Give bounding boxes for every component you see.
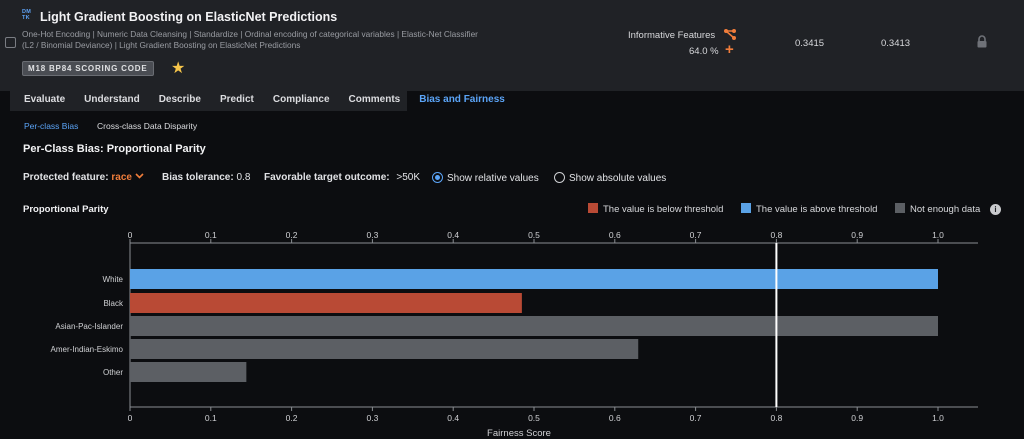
top-tick-label: 0.2 bbox=[286, 230, 298, 240]
scoring-code-badge: M18 BP84 SCORING CODE bbox=[22, 61, 154, 76]
bottom-tick-label: 1.0 bbox=[932, 413, 944, 423]
protected-feature-value: race bbox=[111, 172, 132, 183]
radio-relative-label: Show relative values bbox=[447, 173, 539, 184]
tab-predict[interactable]: Predict bbox=[219, 94, 254, 105]
category-label: White bbox=[103, 275, 124, 284]
legend-label-below: The value is below threshold bbox=[603, 204, 724, 215]
validation-score: 0.3415 bbox=[795, 38, 825, 49]
top-tick-label: 0.8 bbox=[770, 230, 782, 240]
model-header: DM TK Light Gradient Boosting on ElasticN… bbox=[0, 0, 1024, 91]
bottom-tick-label: 0.5 bbox=[528, 413, 540, 423]
legend-swatch-below bbox=[588, 203, 598, 213]
favorable-outcome-value: >50K bbox=[396, 172, 421, 183]
tab-compliance[interactable]: Compliance bbox=[272, 94, 330, 105]
cross-validation-score: 0.3413 bbox=[881, 38, 911, 49]
bias-tolerance-value[interactable]: 0.8 bbox=[236, 172, 251, 183]
section-title: Per-Class Bias: Proportional Parity bbox=[23, 143, 206, 155]
radio-selected-icon[interactable] bbox=[432, 172, 443, 183]
radio-absolute-values[interactable]: Show absolute values bbox=[554, 172, 666, 184]
bottom-tick-label: 0.9 bbox=[851, 413, 863, 423]
protected-feature-label: Protected feature: bbox=[23, 172, 109, 183]
x-axis-label: Fairness Score bbox=[487, 428, 551, 439]
favorable-outcome-label: Favorable target outcome: bbox=[264, 172, 390, 183]
bottom-tick-label: 0.8 bbox=[770, 413, 782, 423]
bottom-tick-label: 0.4 bbox=[447, 413, 459, 423]
radio-absolute-label: Show absolute values bbox=[569, 173, 667, 184]
model-select-checkbox[interactable] bbox=[5, 37, 16, 48]
legend-below-threshold: The value is below threshold bbox=[588, 203, 723, 215]
info-icon[interactable]: i bbox=[990, 204, 1001, 215]
plus-icon[interactable]: + bbox=[725, 41, 734, 58]
tab-bias-and-fairness[interactable]: Bias and Fairness bbox=[407, 91, 512, 111]
category-label: Amer-Indian-Eskimo bbox=[51, 345, 124, 354]
bias-tolerance-label: Bias tolerance: bbox=[162, 172, 234, 183]
top-tick-label: 0.6 bbox=[609, 230, 621, 240]
bottom-tick-label: 0.1 bbox=[205, 413, 217, 423]
bar-other bbox=[130, 362, 247, 382]
top-tick-label: 1.0 bbox=[932, 230, 944, 240]
protected-feature-dropdown[interactable]: race bbox=[111, 172, 144, 183]
top-tick-label: 0.5 bbox=[528, 230, 540, 240]
insight-tabs: Evaluate Understand Describe Predict Com… bbox=[10, 91, 512, 111]
top-tick-label: 0 bbox=[128, 230, 133, 240]
legend-label-not-enough: Not enough data bbox=[910, 204, 981, 215]
category-label: Black bbox=[103, 299, 124, 308]
legend-label-above: The value is above threshold bbox=[756, 204, 878, 215]
star-icon[interactable]: ★ bbox=[171, 60, 186, 77]
tab-comments[interactable]: Comments bbox=[348, 94, 401, 105]
subtab-per-class-bias[interactable]: Per-class Bias bbox=[24, 121, 79, 131]
legend-swatch-not-enough bbox=[895, 203, 905, 213]
subtab-cross-class-disparity[interactable]: Cross-class Data Disparity bbox=[97, 121, 198, 131]
bar-asian-pac-islander bbox=[130, 316, 938, 336]
tab-understand[interactable]: Understand bbox=[84, 94, 140, 105]
bottom-tick-label: 0 bbox=[128, 413, 133, 423]
top-tick-label: 0.1 bbox=[205, 230, 217, 240]
legend-above-threshold: The value is above threshold bbox=[741, 203, 877, 215]
bottom-tick-label: 0.2 bbox=[286, 413, 298, 423]
top-tick-label: 0.9 bbox=[851, 230, 863, 240]
top-tick-label: 0.3 bbox=[366, 230, 378, 240]
model-blueprint-description: One-Hot Encoding | Numeric Data Cleansin… bbox=[22, 29, 478, 50]
tab-evaluate[interactable]: Evaluate bbox=[24, 94, 66, 105]
tab-describe[interactable]: Describe bbox=[158, 94, 201, 105]
radio-relative-values[interactable]: Show relative values bbox=[432, 172, 539, 184]
chevron-down-icon bbox=[135, 173, 144, 179]
bar-amer-indian-eskimo bbox=[130, 339, 639, 359]
feature-list-name: Informative Features bbox=[628, 30, 716, 41]
legend-not-enough-data: Not enough data bbox=[895, 203, 980, 215]
chart-title: Proportional Parity bbox=[23, 204, 109, 215]
legend-swatch-above bbox=[741, 203, 751, 213]
bottom-tick-label: 0.3 bbox=[366, 413, 378, 423]
top-tick-label: 0.4 bbox=[447, 230, 459, 240]
feature-list-icon[interactable] bbox=[723, 28, 737, 41]
category-label: Other bbox=[103, 368, 123, 377]
category-label: Asian-Pac-Islander bbox=[55, 322, 123, 331]
model-type-badge: DM TK bbox=[22, 9, 32, 21]
sample-size: 64.0 % bbox=[689, 46, 719, 57]
radio-unselected-icon[interactable] bbox=[554, 172, 565, 183]
top-tick-label: 0.7 bbox=[690, 230, 702, 240]
bottom-tick-label: 0.6 bbox=[609, 413, 621, 423]
bar-black bbox=[130, 293, 522, 313]
bar-white bbox=[130, 269, 938, 289]
model-title[interactable]: Light Gradient Boosting on ElasticNet Pr… bbox=[40, 10, 338, 24]
lock-icon bbox=[977, 35, 987, 48]
bottom-tick-label: 0.7 bbox=[690, 413, 702, 423]
